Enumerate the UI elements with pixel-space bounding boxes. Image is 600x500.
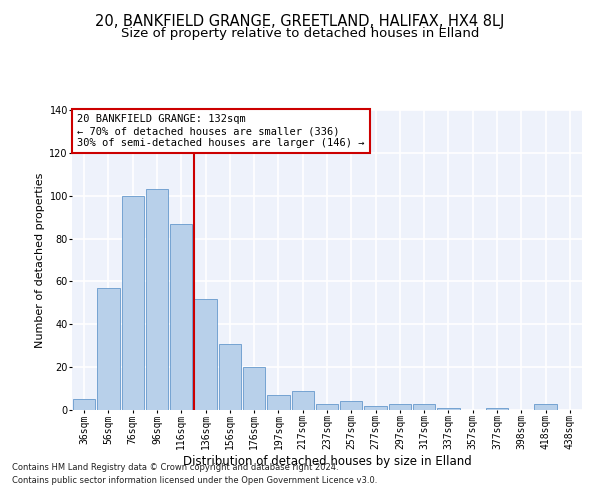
Bar (292, 390, 314, 410)
Bar (364, 406, 387, 410)
Bar (437, 408, 460, 410)
Bar (97, 288, 119, 410)
Bar (413, 404, 436, 410)
Bar (316, 404, 338, 410)
Bar (389, 404, 411, 410)
Bar (146, 190, 168, 410)
Bar (170, 224, 193, 410)
Bar (73, 400, 95, 410)
Bar (267, 395, 290, 410)
Bar (486, 408, 508, 410)
X-axis label: Distribution of detached houses by size in Elland: Distribution of detached houses by size … (182, 455, 472, 468)
Text: Contains HM Land Registry data © Crown copyright and database right 2024.: Contains HM Land Registry data © Crown c… (12, 464, 338, 472)
Bar (340, 402, 362, 410)
Text: 20, BANKFIELD GRANGE, GREETLAND, HALIFAX, HX4 8LJ: 20, BANKFIELD GRANGE, GREETLAND, HALIFAX… (95, 14, 505, 29)
Y-axis label: Number of detached properties: Number of detached properties (35, 172, 45, 348)
Bar (194, 298, 217, 410)
Text: Size of property relative to detached houses in Elland: Size of property relative to detached ho… (121, 28, 479, 40)
Bar (243, 367, 265, 410)
Bar (218, 344, 241, 410)
Text: 20 BANKFIELD GRANGE: 132sqm
← 70% of detached houses are smaller (336)
30% of se: 20 BANKFIELD GRANGE: 132sqm ← 70% of det… (77, 114, 365, 148)
Text: Contains public sector information licensed under the Open Government Licence v3: Contains public sector information licen… (12, 476, 377, 485)
Bar (122, 196, 144, 410)
Bar (535, 404, 557, 410)
